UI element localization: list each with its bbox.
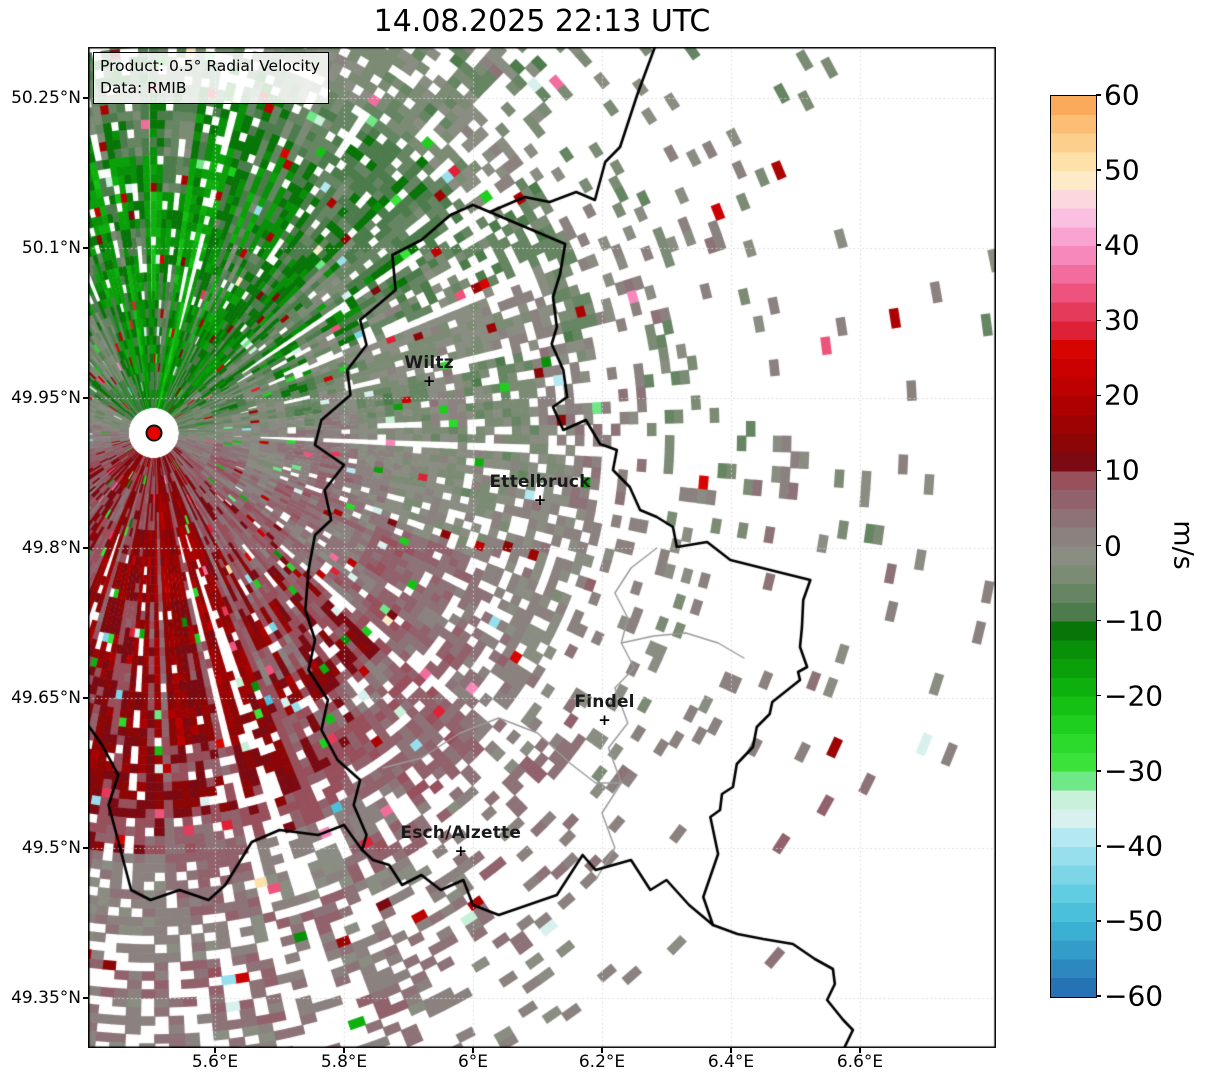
x-tick-label: 6°E xyxy=(457,1052,489,1072)
x-tick-mark xyxy=(601,1048,603,1053)
colorbar-tick-mark xyxy=(1096,770,1102,772)
radar-site-marker xyxy=(145,424,163,442)
city-marker-esch-alzette: + xyxy=(454,841,468,860)
x-tick-mark xyxy=(472,1048,474,1053)
city-label-wiltz: Wiltz xyxy=(404,353,454,373)
city-label-esch-alzette: Esch/Alzette xyxy=(400,823,522,843)
y-tick-mark xyxy=(83,247,88,249)
city-label-findel: Findel xyxy=(574,692,635,712)
colorbar-tick-mark xyxy=(1096,544,1102,547)
colorbar-tick-label: 0 xyxy=(1104,529,1122,562)
colorbar-tick-mark xyxy=(1096,319,1102,321)
colorbar-tick-label: −50 xyxy=(1104,904,1164,938)
colorbar-tick-label: −30 xyxy=(1104,754,1164,788)
colorbar-unit-label: m/s xyxy=(1167,520,1199,570)
colorbar-gradient xyxy=(1051,96,1096,997)
y-tick-label: 49.35°N xyxy=(11,988,81,1008)
city-label-ettelbruck: Ettelbruck xyxy=(489,472,591,492)
colorbar-tick-mark xyxy=(1096,920,1102,922)
colorbar-tick-label: −10 xyxy=(1104,604,1164,638)
x-tick-label: 5.6°E xyxy=(191,1052,239,1072)
colorbar-tick-label: 60 xyxy=(1104,78,1140,112)
x-tick-mark xyxy=(730,1048,732,1053)
x-tick-mark xyxy=(214,1048,216,1053)
city-marker-wiltz: + xyxy=(422,371,436,390)
colorbar-tick-label: −60 xyxy=(1104,979,1164,1013)
colorbar xyxy=(1050,95,1097,998)
x-tick-label: 6.2°E xyxy=(578,1052,626,1072)
page-title: 14.08.2025 22:13 UTC xyxy=(373,4,711,39)
y-tick-label: 50.25°N xyxy=(11,88,81,108)
colorbar-tick-label: 30 xyxy=(1104,303,1140,337)
map-plot: Product: 0.5° Radial Velocity Data: RMIB… xyxy=(88,47,996,1048)
x-tick-mark xyxy=(859,1048,861,1053)
x-tick-label: 6.6°E xyxy=(836,1052,884,1072)
y-tick-mark xyxy=(83,847,88,849)
colorbar-tick-label: −40 xyxy=(1104,829,1164,863)
city-marker-findel: + xyxy=(598,710,611,729)
colorbar-tick-mark xyxy=(1096,244,1102,246)
colorbar-tick-label: 10 xyxy=(1104,453,1140,487)
y-tick-mark xyxy=(83,997,88,999)
y-tick-label: 50.1°N xyxy=(21,238,81,258)
colorbar-tick-mark xyxy=(1096,394,1102,397)
colorbar-tick-mark xyxy=(1096,845,1102,847)
x-tick-mark xyxy=(343,1048,345,1053)
product-line: Product: 0.5° Radial Velocity xyxy=(100,57,320,75)
y-tick-label: 49.95°N xyxy=(11,388,81,408)
product-info-box: Product: 0.5° Radial Velocity Data: RMIB xyxy=(93,52,329,104)
y-tick-mark xyxy=(83,697,88,699)
colorbar-tick-label: −20 xyxy=(1104,679,1164,713)
colorbar-tick-mark xyxy=(1096,169,1102,171)
colorbar-tick-label: 20 xyxy=(1104,378,1140,412)
y-tick-label: 49.5°N xyxy=(21,838,81,858)
data-source-line: Data: RMIB xyxy=(100,79,187,97)
colorbar-tick-label: 40 xyxy=(1104,228,1140,262)
y-tick-mark xyxy=(83,97,88,99)
x-tick-label: 5.8°E xyxy=(320,1052,368,1072)
colorbar-tick-label: 50 xyxy=(1104,153,1140,187)
y-tick-label: 49.65°N xyxy=(11,688,81,708)
radar-velocity-canvas xyxy=(88,47,996,1048)
y-tick-mark xyxy=(83,397,88,399)
y-tick-mark xyxy=(83,547,88,549)
colorbar-tick-mark xyxy=(1096,619,1102,622)
y-tick-label: 49.8°N xyxy=(21,538,81,558)
colorbar-tick-mark xyxy=(1096,94,1102,96)
colorbar-tick-mark xyxy=(1096,469,1102,472)
colorbar-tick-mark xyxy=(1096,995,1102,997)
x-tick-label: 6.4°E xyxy=(707,1052,755,1072)
colorbar-tick-mark xyxy=(1096,694,1102,697)
city-marker-ettelbruck: + xyxy=(533,490,547,509)
